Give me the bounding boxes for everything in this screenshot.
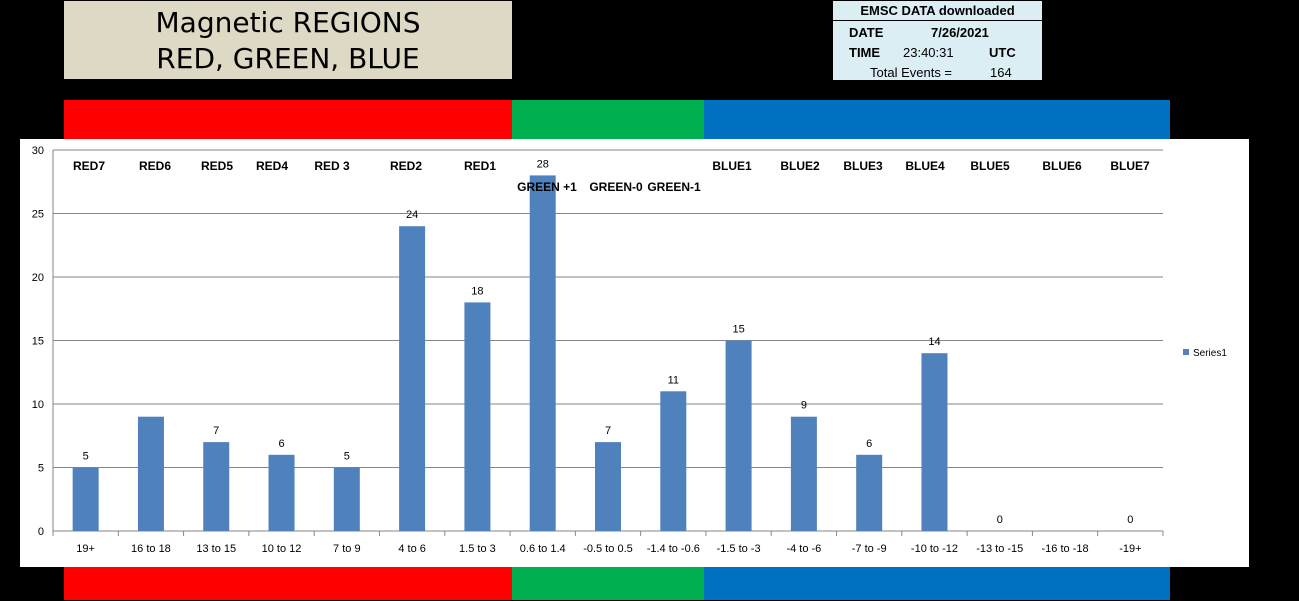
region-label: RED 3 xyxy=(314,159,350,173)
bar xyxy=(725,340,752,531)
data-label: 6 xyxy=(278,438,284,450)
x-tick-label: 1.5 to 3 xyxy=(459,543,496,555)
region-label: BLUE5 xyxy=(970,159,1010,173)
region-label: BLUE1 xyxy=(712,159,752,173)
bar xyxy=(203,442,230,531)
data-label: 7 xyxy=(605,425,611,437)
data-label: 5 xyxy=(83,451,89,463)
x-tick-label: 16 to 18 xyxy=(131,543,171,555)
y-tick-label: 10 xyxy=(32,399,44,411)
y-tick-label: 30 xyxy=(32,145,44,157)
x-tick-label: 7 to 9 xyxy=(333,543,361,555)
blue-band-bottom xyxy=(704,567,1170,600)
bar xyxy=(790,416,817,531)
x-tick-label: -19+ xyxy=(1119,543,1141,555)
region-label: GREEN-0 xyxy=(589,180,643,194)
region-label: RED4 xyxy=(256,159,288,173)
bar xyxy=(333,467,360,531)
title-box: Magnetic REGIONS RED, GREEN, BLUE xyxy=(64,1,512,79)
data-label: 0 xyxy=(997,514,1003,526)
y-tick-label: 15 xyxy=(32,336,44,348)
x-tick-label: -13 to -15 xyxy=(976,543,1023,555)
bar xyxy=(921,353,948,531)
total-label: Total Events = xyxy=(870,65,953,80)
blue-band-top xyxy=(704,100,1170,139)
x-tick-label: 0.6 to 1.4 xyxy=(520,543,566,555)
region-label: RED7 xyxy=(73,159,105,173)
x-tick-label: -7 to -9 xyxy=(852,543,887,555)
data-label: 5 xyxy=(344,451,350,463)
date-value: 7/26/2021 xyxy=(931,25,989,40)
bar xyxy=(595,442,621,531)
bar xyxy=(399,226,426,531)
region-label: BLUE6 xyxy=(1042,159,1082,173)
x-tick-label: -16 to -18 xyxy=(1042,543,1089,555)
title-line-1: Magnetic REGIONS xyxy=(155,6,421,39)
x-tick-label: 19+ xyxy=(76,543,95,555)
bar xyxy=(856,454,883,531)
data-label: 15 xyxy=(732,324,744,336)
total-value: 164 xyxy=(990,65,1012,80)
bar-chart: 0 5 10 15 20 25 30 5 19+ 16 to 18 7 13 to 15 6 10 to … xyxy=(32,145,1228,555)
region-label: RED2 xyxy=(390,159,422,173)
x-tick-label: -0.5 to 0.5 xyxy=(583,543,633,555)
bar xyxy=(137,416,164,531)
info-header: EMSC DATA downloaded xyxy=(860,3,1015,18)
green-band-top xyxy=(512,100,704,139)
time-unit: UTC xyxy=(989,45,1016,60)
y-tick-label: 5 xyxy=(38,463,44,475)
bar xyxy=(464,302,491,531)
region-label: BLUE2 xyxy=(780,159,820,173)
green-band-bottom xyxy=(512,567,704,600)
title-line-2: RED, GREEN, BLUE xyxy=(156,42,420,75)
bar xyxy=(660,391,687,531)
region-label: RED6 xyxy=(139,159,171,173)
bar xyxy=(72,467,99,531)
data-label: 11 xyxy=(668,374,679,386)
data-label: 14 xyxy=(928,336,940,348)
region-label: BLUE7 xyxy=(1110,159,1150,173)
region-label: RED5 xyxy=(201,159,233,173)
region-label: BLUE4 xyxy=(905,159,945,173)
y-tick-label: 25 xyxy=(32,209,44,221)
x-tick-label: -10 to -12 xyxy=(911,543,958,555)
x-tick-label: 10 to 12 xyxy=(262,543,302,555)
x-tick-label: 13 to 15 xyxy=(196,543,236,555)
data-label: 7 xyxy=(213,425,219,437)
y-tick-label: 20 xyxy=(32,272,44,284)
data-label: 24 xyxy=(406,209,418,221)
time-value: 23:40:31 xyxy=(903,45,954,60)
bar xyxy=(268,454,295,531)
region-label: BLUE3 xyxy=(843,159,883,173)
red-band-top xyxy=(64,100,512,139)
x-tick-label: -4 to -6 xyxy=(786,543,821,555)
time-label: TIME xyxy=(849,45,881,60)
date-label: DATE xyxy=(849,25,884,40)
data-label: 18 xyxy=(471,285,483,297)
data-label: 6 xyxy=(866,438,872,450)
data-label: 9 xyxy=(801,400,807,412)
region-label: GREEN-1 xyxy=(647,180,701,194)
red-band-bottom xyxy=(64,567,512,600)
region-label: GREEN +1 xyxy=(517,180,577,194)
legend-swatch xyxy=(1183,349,1189,355)
info-box: EMSC DATA downloaded DATE 7/26/2021 TIME… xyxy=(833,1,1042,80)
region-label: RED1 xyxy=(464,159,496,173)
legend-label: Series1 xyxy=(1193,348,1227,359)
info-divider xyxy=(833,20,1042,21)
x-tick-label: -1.4 to -0.6 xyxy=(647,543,700,555)
x-tick-label: 4 to 6 xyxy=(398,543,426,555)
chart-area: 0 5 10 15 20 25 30 5 19+ 16 to 18 7 13 to 15 6 10 to … xyxy=(20,139,1249,567)
data-label: 0 xyxy=(1127,514,1133,526)
data-label: 28 xyxy=(537,158,549,170)
bar xyxy=(529,175,556,531)
x-tick-label: -1.5 to -3 xyxy=(717,543,761,555)
y-tick-label: 0 xyxy=(38,526,44,538)
